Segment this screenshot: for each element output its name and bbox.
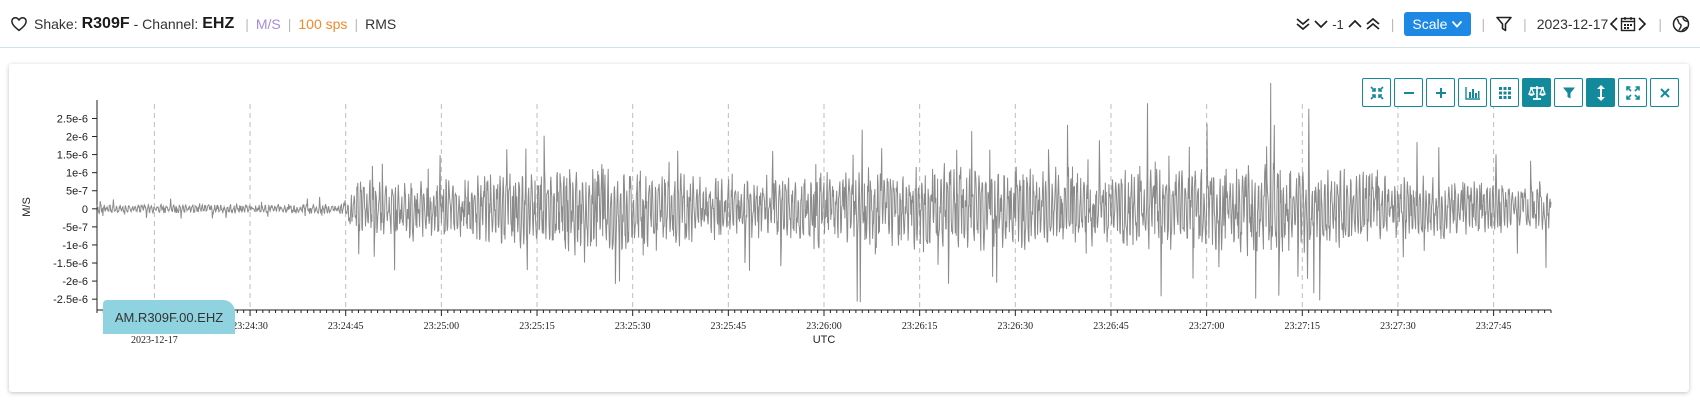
step-value: -1: [1332, 16, 1344, 32]
y-tick-label: 0: [82, 204, 88, 216]
bar-chart-icon: [1464, 86, 1480, 100]
y-tick-label: -5e-7: [62, 222, 88, 234]
double-chevron-down-icon[interactable]: [1295, 16, 1311, 32]
double-chevron-up-icon[interactable]: [1365, 16, 1381, 32]
header-bar: Shake: R309F - Channel: EHZ | M/S | 100 …: [0, 0, 1700, 48]
collapse-icon: [1369, 85, 1384, 100]
close-icon: [1659, 87, 1670, 98]
collapse-button[interactable]: [1362, 78, 1391, 107]
y-tick-label: -2e-6: [62, 276, 88, 288]
grid-button[interactable]: [1490, 78, 1519, 107]
divider: |: [354, 16, 359, 32]
vertical-arrows-icon: [1596, 84, 1605, 101]
globe-icon[interactable]: [1672, 15, 1690, 33]
histogram-button[interactable]: [1458, 78, 1487, 107]
zoom-out-button[interactable]: [1394, 78, 1423, 107]
chevron-down-icon: [1452, 20, 1463, 28]
y-tick-label: 5e-7: [66, 186, 88, 198]
waveform-line: [96, 82, 1552, 303]
filter-icon[interactable]: [1495, 15, 1513, 33]
x-axis-label: UTC: [813, 334, 836, 346]
y-tick-label: 2e-6: [66, 132, 88, 144]
channel-label: - Channel:: [133, 16, 199, 32]
x-tick-label: 23:25:00: [424, 321, 460, 332]
y-tick-label: -2.5e-6: [53, 294, 88, 306]
chart-card: 2.5e-6 2e-6 1.5e-6 1e-6 5e-7 0 -5e-7 -1e-6 -1.5e…: [9, 64, 1689, 392]
x-tick-label: 23:26:30: [998, 321, 1034, 332]
x-tick-label: 23:26:00: [806, 321, 842, 332]
x-tick-label: 23:24:30: [232, 321, 268, 332]
seismogram-chart[interactable]: 2.5e-6 2e-6 1.5e-6 1e-6 5e-7 0 -5e-7 -1e-6 -1.5e…: [9, 64, 1689, 392]
x-tick-label: 23:27:30: [1380, 321, 1416, 332]
divider: |: [1658, 16, 1662, 32]
plus-icon: [1435, 87, 1446, 98]
y-tick-label: 1e-6: [66, 168, 88, 180]
minus-icon: [1403, 91, 1414, 94]
channel-name: EHZ: [202, 15, 235, 32]
y-tick-label: -1e-6: [62, 240, 88, 252]
channel-info: Shake: R309F - Channel: EHZ | M/S | 100 …: [10, 12, 396, 36]
divider: |: [1481, 16, 1486, 32]
y-tick-label: 2.5e-6: [57, 113, 88, 125]
shake-label: Shake:: [34, 16, 78, 32]
expand-icon: [1625, 85, 1640, 100]
y-tick-label: -1.5e-6: [53, 258, 88, 270]
balance-scale-icon: [1527, 85, 1546, 100]
scale-button[interactable]: Scale: [1404, 12, 1472, 36]
rms-label: RMS: [365, 16, 397, 32]
station-name: R309F: [81, 15, 130, 32]
x-tick-label: 23:25:30: [615, 321, 651, 332]
divider: |: [287, 16, 292, 32]
filter-button[interactable]: [1554, 78, 1583, 107]
header-controls: -1 | Scale | | 2023-12-17: [1295, 11, 1690, 37]
step-controls: -1: [1295, 16, 1381, 32]
divider: |: [1523, 16, 1527, 32]
y-axis-label: M/S: [21, 197, 33, 217]
chevron-up-icon[interactable]: [1347, 16, 1363, 32]
x-tick-label: 23:24:45: [328, 321, 364, 332]
x-tick-label: 23:26:45: [1093, 321, 1129, 332]
station-tag[interactable]: AM.R309F.00.EHZ: [103, 300, 235, 334]
close-chart-button[interactable]: [1650, 78, 1679, 107]
x-tick-label: 23:27:00: [1189, 321, 1225, 332]
x-date-label: 2023-12-17: [131, 335, 178, 346]
filter-icon: [1562, 87, 1575, 98]
chevron-left-icon[interactable]: [1608, 16, 1620, 32]
chart-toolbar: [1362, 78, 1679, 107]
balance-button[interactable]: [1522, 78, 1551, 107]
y-tick-label: 1.5e-6: [57, 150, 88, 162]
expand-button[interactable]: [1618, 78, 1647, 107]
chevron-down-icon[interactable]: [1313, 16, 1329, 32]
grid-icon: [1498, 86, 1511, 99]
chevron-right-icon[interactable]: [1636, 16, 1648, 32]
zoom-in-button[interactable]: [1426, 78, 1455, 107]
x-tick-label: 23:25:45: [711, 321, 747, 332]
calendar-icon[interactable]: [1620, 16, 1636, 32]
scale-label: Scale: [1412, 16, 1448, 32]
x-tick-label: 23:25:15: [519, 321, 555, 332]
divider: |: [1390, 16, 1395, 32]
x-tick-label: 23:27:45: [1476, 321, 1512, 332]
sample-rate-label: 100 sps: [298, 16, 348, 32]
vertical-scale-button[interactable]: [1586, 78, 1615, 107]
date-label[interactable]: 2023-12-17: [1536, 16, 1609, 32]
units-label: M/S: [255, 16, 281, 32]
divider: |: [245, 16, 249, 32]
x-tick-label: 23:27:15: [1285, 321, 1321, 332]
x-tick-label: 23:26:15: [902, 321, 938, 332]
heart-icon[interactable]: [10, 15, 28, 33]
